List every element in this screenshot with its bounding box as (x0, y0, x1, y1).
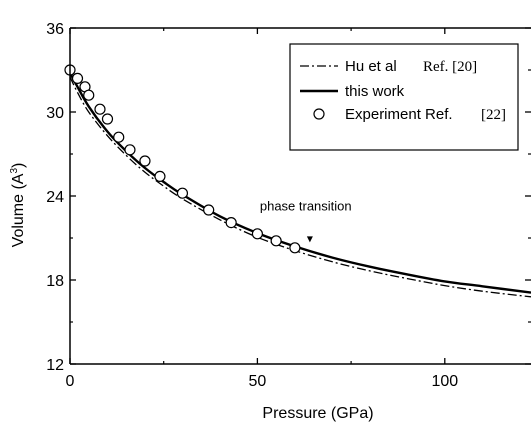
y-tick-label: 24 (46, 189, 64, 206)
x-tick-label: 0 (66, 373, 75, 390)
annotation-arrow (306, 236, 313, 243)
x-axis-title: Pressure (GPa) (262, 405, 373, 422)
annotation-text: phase transition (260, 198, 352, 213)
y-axis-title-close: ) (10, 163, 27, 168)
experiment-point (154, 170, 166, 182)
legend-label-experiment: Experiment Ref. (345, 106, 453, 123)
y-axis-title-sup: 3 (9, 168, 20, 174)
experiment-point (203, 204, 215, 216)
experiment-point (270, 235, 282, 247)
legend-label-this-work: this work (345, 83, 405, 100)
legend-box (289, 43, 519, 151)
series-line-this-work (68, 72, 531, 294)
experiment-point (101, 113, 114, 125)
series-line-hu (69, 76, 531, 298)
series-group (68, 72, 531, 298)
y-tick-label: 12 (46, 357, 64, 374)
experiment-point (139, 155, 151, 167)
y-tick-label: 30 (46, 105, 64, 122)
y-axis-title-main: Volume (A (10, 173, 27, 247)
legend-swatch-circle (313, 108, 325, 120)
experiment-point (289, 242, 301, 254)
experiment-point (83, 89, 95, 101)
plot-frame (69, 27, 531, 365)
experiment-point (225, 217, 237, 229)
x-tick-label: 50 (248, 373, 266, 390)
x-tick-label: 100 (431, 373, 458, 390)
experiment-point (124, 144, 136, 156)
y-axis-title: Volume (A3) (9, 163, 27, 248)
y-tick-label: 18 (46, 273, 64, 290)
experiment-point (251, 228, 263, 240)
experiment-point (176, 187, 189, 199)
points-group (64, 64, 301, 254)
legend: Hu et al Ref. [20] this work Experiment … (289, 43, 519, 151)
experiment-point (113, 131, 125, 143)
experiment-point (94, 103, 106, 115)
legend-ref-experiment: [22] (481, 107, 506, 123)
legend-ref-hu: Ref. [20] (423, 59, 477, 75)
legend-label-hu: Hu et al (345, 58, 397, 75)
experiment-point (71, 72, 84, 85)
y-tick-label: 36 (46, 21, 64, 38)
